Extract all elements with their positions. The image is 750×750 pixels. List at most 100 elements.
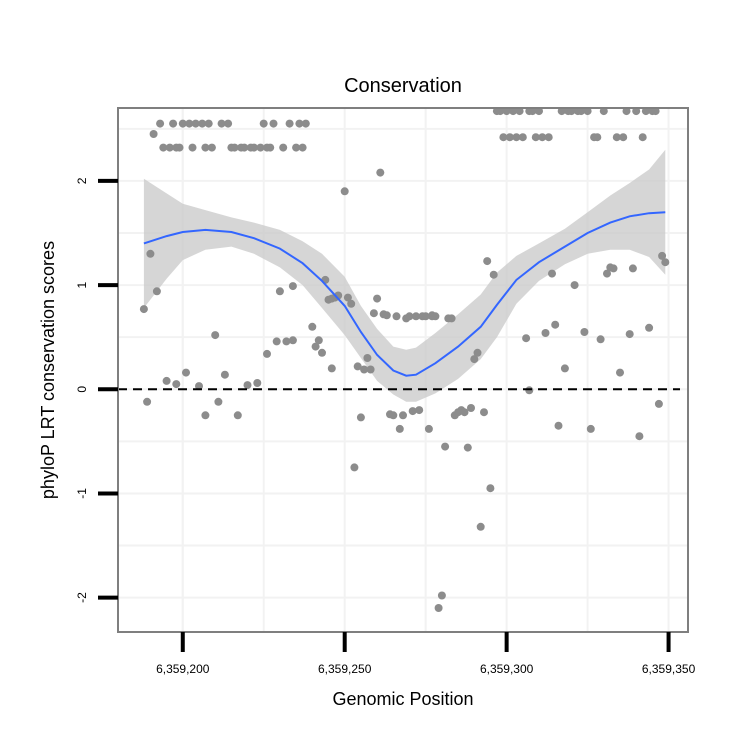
data-point <box>441 442 450 451</box>
data-point <box>567 107 576 116</box>
data-point <box>612 133 621 142</box>
data-point <box>395 424 404 433</box>
data-point <box>415 406 424 415</box>
data-point <box>288 336 297 345</box>
data-point <box>250 143 258 152</box>
data-point <box>428 311 437 320</box>
data-point <box>463 443 472 452</box>
x-axis-title: Genomic Position <box>332 689 473 709</box>
data-point <box>169 119 178 128</box>
data-point <box>188 143 197 152</box>
data-point <box>434 604 443 612</box>
data-point <box>308 322 317 331</box>
data-point <box>195 382 203 391</box>
data-point <box>554 421 563 430</box>
data-point <box>146 249 155 258</box>
data-point <box>515 107 524 116</box>
data-point <box>185 119 194 128</box>
data-point <box>152 287 161 296</box>
data-point <box>476 522 485 531</box>
data-point <box>382 311 391 320</box>
data-point <box>243 381 252 390</box>
data-point <box>560 364 569 373</box>
data-point <box>632 107 641 116</box>
data-point <box>635 432 644 441</box>
data-point <box>661 258 670 267</box>
data-point <box>522 334 531 343</box>
data-point <box>541 329 550 337</box>
data-point <box>314 336 323 345</box>
data-point <box>311 342 320 351</box>
data-point <box>269 119 278 128</box>
data-point <box>641 107 650 116</box>
data-point <box>204 119 213 128</box>
data-point <box>288 282 297 291</box>
data-point <box>214 397 223 406</box>
data-point <box>217 119 226 128</box>
data-point <box>392 312 401 321</box>
data-point <box>220 370 229 379</box>
data-point <box>586 424 595 433</box>
data-point <box>201 143 210 152</box>
data-point <box>599 107 608 116</box>
y-tick-label: -2 <box>75 592 89 603</box>
data-point <box>360 365 369 374</box>
x-tick-label: 6,359,200 <box>156 662 210 676</box>
data-point <box>198 119 207 128</box>
data-point <box>376 168 385 177</box>
data-point <box>628 264 637 273</box>
y-tick-label: 1 <box>75 281 89 288</box>
data-point <box>538 133 547 142</box>
chart-title: Conservation <box>344 75 462 97</box>
data-point <box>609 264 618 273</box>
data-point <box>285 119 294 128</box>
data-point <box>263 349 271 358</box>
y-tick-label: 0 <box>75 386 89 393</box>
data-point <box>412 312 420 321</box>
x-axis: 6,359,200 6,359,250 6,359,300 6,359,350 <box>156 632 696 676</box>
data-point <box>437 591 446 600</box>
data-point <box>353 362 362 371</box>
data-point <box>172 380 181 389</box>
data-point <box>159 143 168 152</box>
data-point <box>509 107 518 116</box>
data-point <box>525 386 534 395</box>
data-point <box>486 484 495 493</box>
data-point <box>502 107 511 116</box>
data-point <box>405 312 414 321</box>
data-point <box>230 143 239 152</box>
smooth-line <box>143 211 666 377</box>
data-point <box>253 379 262 387</box>
data-point <box>421 312 430 321</box>
data-point <box>399 411 407 420</box>
data-point <box>593 133 602 142</box>
data-point <box>366 365 375 374</box>
data-point <box>139 305 148 314</box>
data-point <box>292 143 301 152</box>
data-point <box>356 413 365 422</box>
data-point <box>165 143 174 152</box>
data-point <box>625 330 634 339</box>
data-point <box>373 294 382 303</box>
data-point <box>363 354 372 362</box>
x-tick-label: 6,359,300 <box>480 662 534 676</box>
data-point <box>240 143 249 152</box>
data-point <box>619 133 628 142</box>
data-points <box>139 107 670 612</box>
data-point <box>347 299 356 308</box>
data-point <box>369 309 378 318</box>
data-point <box>301 119 310 128</box>
y-axis: -2 -1 0 1 2 <box>75 177 118 603</box>
data-point <box>654 399 663 408</box>
panel-border <box>117 107 689 633</box>
data-point <box>224 119 233 128</box>
data-point <box>473 348 482 357</box>
data-point <box>295 119 304 128</box>
data-point <box>577 107 586 116</box>
confidence-ribbon <box>143 149 666 402</box>
data-point <box>162 376 171 385</box>
data-point <box>616 368 624 377</box>
data-point <box>143 397 152 406</box>
data-point <box>483 257 492 266</box>
data-point <box>327 294 336 303</box>
